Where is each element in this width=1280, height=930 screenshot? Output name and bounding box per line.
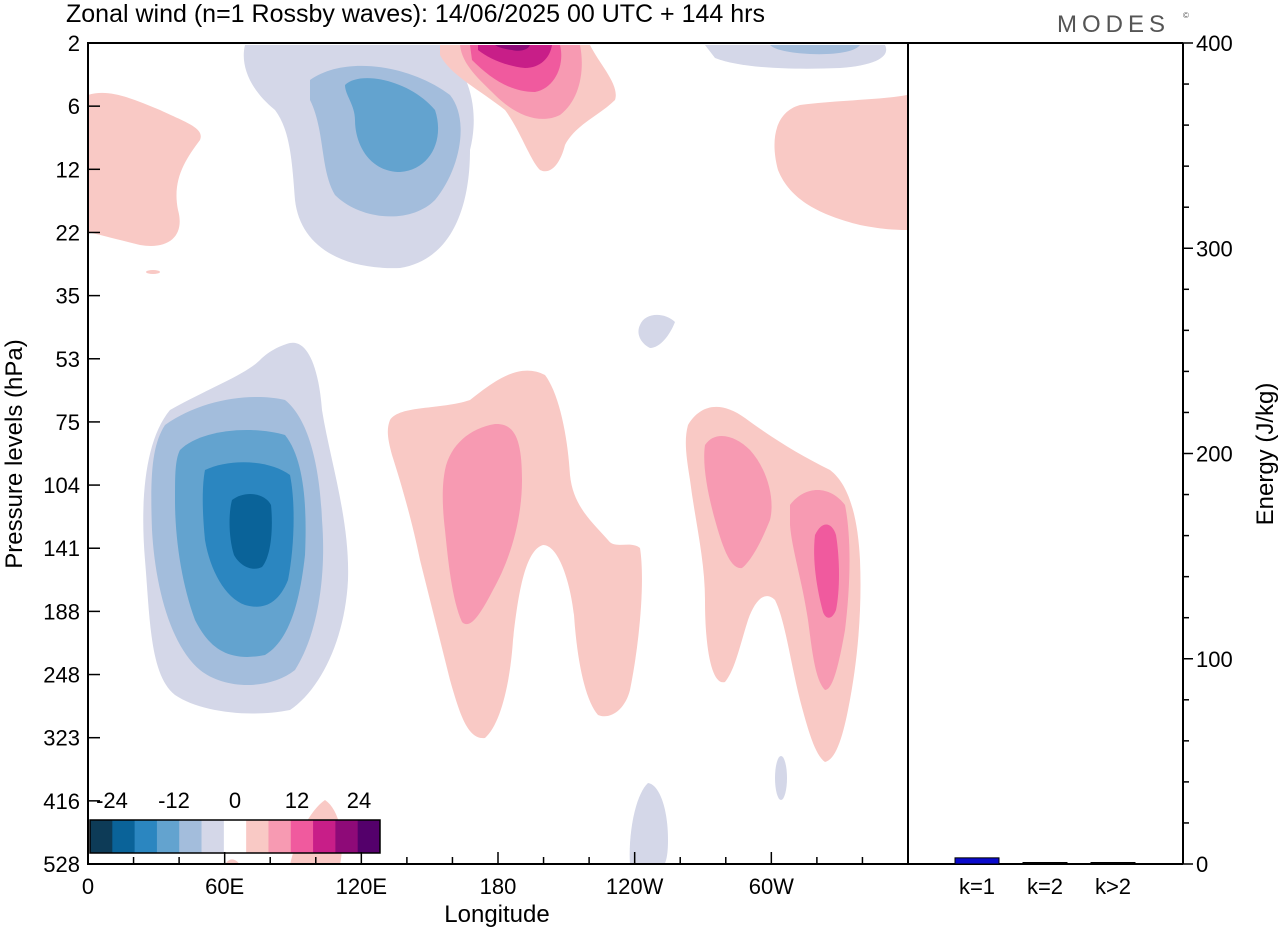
colorbar-swatch bbox=[313, 820, 336, 853]
y-tick-label: 2 bbox=[68, 31, 80, 56]
y-tick-label: 6 bbox=[68, 94, 80, 119]
energy-tick-label: 300 bbox=[1196, 236, 1233, 261]
contour-positive-region bbox=[495, 45, 530, 51]
colorbar-swatch bbox=[357, 820, 381, 853]
y-tick-label: 323 bbox=[43, 726, 80, 751]
y-tick-label: 53 bbox=[56, 347, 80, 372]
colorbar-swatch bbox=[290, 820, 314, 853]
colorbar-swatch bbox=[201, 820, 225, 853]
contour-negative-region bbox=[775, 756, 787, 800]
contour-negative-region bbox=[638, 314, 675, 348]
y-tick-label: 528 bbox=[43, 852, 80, 877]
energy-bar bbox=[1022, 862, 1068, 865]
y-tick-label: 22 bbox=[56, 220, 80, 245]
y-tick-label: 35 bbox=[56, 284, 80, 309]
y-axis-title: Pressure levels (hPa) bbox=[1, 339, 28, 568]
colorbar-swatch bbox=[223, 820, 247, 853]
energy-tick-label: 0 bbox=[1196, 852, 1208, 877]
brand-copyright-mark: © bbox=[1183, 11, 1189, 20]
energy-category-label: k=2 bbox=[1027, 874, 1063, 899]
colorbar-label: 0 bbox=[229, 788, 241, 813]
x-tick-label: 120W bbox=[606, 874, 664, 899]
colorbar: -24 -12 0 12 24 bbox=[89, 788, 381, 854]
contour-field bbox=[88, 45, 907, 865]
brand-logo: MODES bbox=[1057, 11, 1170, 38]
colorbar-label: 24 bbox=[347, 788, 371, 813]
colorbar-label: 12 bbox=[285, 788, 309, 813]
contour-positive-region bbox=[774, 95, 907, 230]
energy-bars: k=1 k=2 k>2 bbox=[954, 857, 1136, 899]
y-tick-label: 188 bbox=[43, 599, 80, 624]
x-tick-label: 120E bbox=[336, 874, 387, 899]
contour-negative-region bbox=[770, 45, 860, 55]
y-axis: 2 6 12 22 35 53 75 104 141 188 248 323 416 528 bbox=[43, 31, 100, 877]
contour-positive-region bbox=[704, 435, 772, 569]
chart-title: Zonal wind (n=1 Rossby waves): 14/06/202… bbox=[66, 0, 765, 28]
colorbar-swatch bbox=[134, 820, 158, 853]
colorbar-label: -24 bbox=[96, 788, 128, 813]
colorbar-swatch bbox=[246, 820, 269, 853]
colorbar-swatch bbox=[335, 820, 359, 853]
colorbar-swatch bbox=[112, 820, 136, 853]
energy-category-label: k=1 bbox=[959, 874, 995, 899]
energy-bar bbox=[954, 857, 1000, 865]
y-tick-label: 416 bbox=[43, 789, 80, 814]
energy-axis-title: Energy (J/kg) bbox=[1252, 383, 1279, 526]
contour-positive-region bbox=[814, 524, 839, 618]
contour-positive-region bbox=[88, 92, 201, 246]
colorbar-swatch bbox=[90, 820, 113, 853]
colorbar-swatch bbox=[156, 820, 180, 853]
contour-positive-region bbox=[146, 270, 160, 274]
y-tick-label: 75 bbox=[56, 410, 80, 435]
y-tick-label: 248 bbox=[43, 663, 80, 688]
contour-negative-region bbox=[229, 493, 272, 569]
energy-tick-label: 200 bbox=[1196, 442, 1233, 467]
colorbar-swatch bbox=[268, 820, 292, 853]
contour-negative-region bbox=[345, 78, 439, 172]
contour-negative-region bbox=[629, 783, 668, 865]
x-axis: 0 60E 120E 180 120W 60W bbox=[82, 852, 909, 899]
colorbar-swatch bbox=[179, 820, 202, 853]
energy-tick-label: 400 bbox=[1196, 31, 1233, 56]
energy-category-label: k>2 bbox=[1095, 874, 1131, 899]
x-tick-label: 180 bbox=[480, 874, 517, 899]
contour-positive-region bbox=[387, 370, 642, 739]
y-tick-label: 12 bbox=[56, 157, 80, 182]
contour-positive-region bbox=[478, 45, 552, 68]
contour-positive-region bbox=[442, 423, 522, 625]
colorbar-label: -12 bbox=[158, 788, 190, 813]
x-tick-label: 60W bbox=[749, 874, 794, 899]
energy-tick-label: 100 bbox=[1196, 647, 1233, 672]
colorbar-frame bbox=[89, 819, 381, 854]
energy-bar bbox=[1090, 862, 1136, 865]
y-tick-label: 104 bbox=[43, 473, 80, 498]
x-tick-label: 60E bbox=[205, 874, 244, 899]
x-tick-label: 0 bbox=[82, 874, 94, 899]
energy-axis: 0 100 200 300 400 bbox=[1183, 31, 1233, 877]
y-tick-label: 141 bbox=[43, 536, 80, 561]
x-axis-title: Longitude bbox=[444, 901, 549, 928]
